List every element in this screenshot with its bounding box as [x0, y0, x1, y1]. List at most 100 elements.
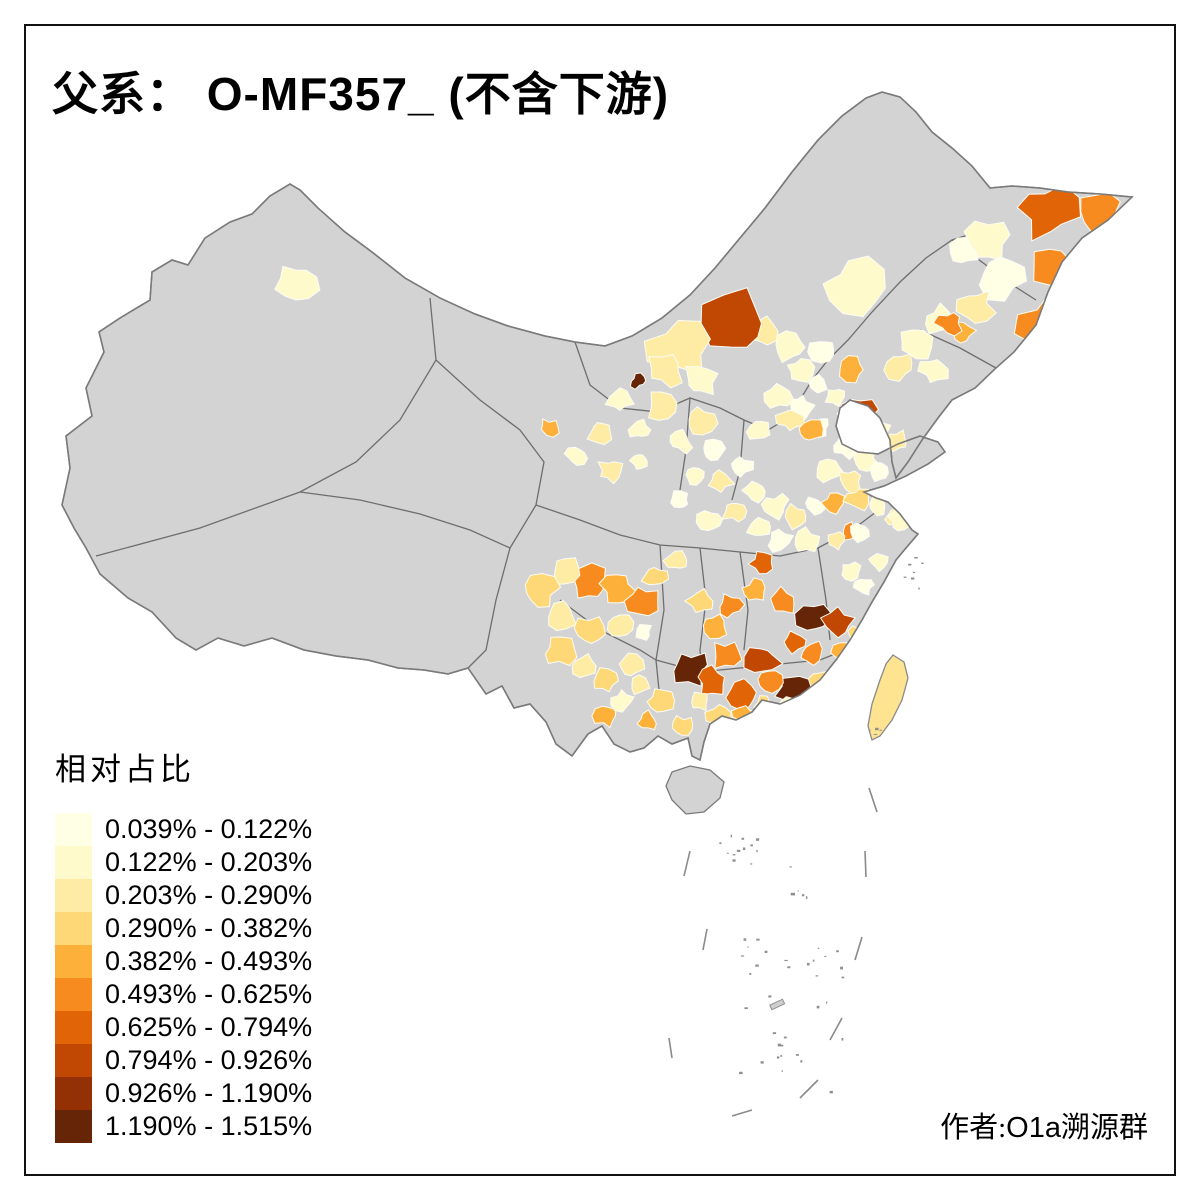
islet-speck	[742, 847, 746, 850]
islet-speck	[817, 947, 820, 949]
prefecture-region	[747, 550, 774, 575]
prefecture-region	[640, 566, 670, 586]
prefecture-region	[647, 391, 678, 421]
islet-speck	[732, 859, 736, 862]
prefecture-region	[869, 461, 889, 483]
islet-speck	[750, 863, 753, 865]
islet-speck	[741, 837, 745, 840]
legend-row: 1.190% - 1.515%	[55, 1110, 312, 1143]
prefecture-region	[563, 446, 589, 467]
islet-speck	[772, 1032, 777, 1035]
islet-speck	[911, 577, 915, 580]
islet-speck	[806, 962, 810, 966]
title-haplogroup: O-MF357_ (	[193, 68, 465, 120]
prefecture-region	[807, 671, 836, 693]
prefecture-region	[745, 420, 771, 440]
prefecture-region	[635, 623, 653, 641]
prefecture-region	[786, 357, 816, 383]
prefecture-region	[628, 454, 648, 470]
islet-speck	[784, 959, 788, 962]
prefecture-region	[544, 636, 578, 667]
prefecture-region	[1016, 183, 1082, 242]
prefecture-region	[593, 667, 620, 693]
prefecture-region	[1105, 219, 1132, 249]
prefecture-region	[591, 705, 617, 729]
islet-speck	[824, 955, 827, 957]
nine-dash-line	[668, 787, 878, 1117]
legend-range-label: 0.926% - 1.190%	[105, 1078, 313, 1108]
prefecture-region	[597, 461, 624, 485]
islet-speck	[736, 849, 739, 852]
islet-speck	[756, 850, 758, 853]
prefecture-region	[794, 603, 831, 631]
islet-speck	[829, 1090, 833, 1094]
islet-speck	[749, 973, 752, 975]
prefecture-region	[685, 467, 705, 486]
prefecture-region	[695, 510, 724, 532]
legend-range-label: 1.190% - 1.515%	[105, 1111, 313, 1141]
islet-speck	[769, 998, 786, 1011]
islet-speck	[756, 838, 760, 841]
prefecture-region	[707, 469, 736, 494]
islet-speck	[739, 1071, 743, 1075]
islet-speck	[737, 849, 741, 852]
islet-speck	[800, 1060, 803, 1063]
prefecture-region	[852, 578, 876, 596]
islet-speck	[921, 562, 924, 564]
prefecture-region	[827, 531, 846, 551]
islet-speck	[841, 1038, 844, 1041]
prefecture-region	[573, 616, 607, 645]
legend-row: 0.122% - 0.203%	[55, 846, 312, 879]
prefecture-region	[627, 418, 652, 438]
prefecture-region	[662, 550, 688, 569]
legend-swatch	[55, 1044, 92, 1077]
prefecture-region	[721, 502, 748, 523]
prefecture-region	[586, 421, 613, 446]
prefecture-region	[730, 455, 755, 478]
prefecture-region	[949, 236, 979, 264]
prefecture-region	[702, 613, 728, 640]
prefecture-region	[571, 652, 597, 679]
legend-range-label: 0.493% - 0.625%	[105, 979, 313, 1009]
prefecture-region	[783, 630, 807, 655]
prefecture-region	[784, 502, 807, 531]
legend-range-label: 0.039% - 0.122%	[105, 814, 313, 844]
islet-speck	[816, 1005, 820, 1009]
prefecture-region	[819, 605, 856, 639]
legend-row: 0.926% - 1.190%	[55, 1077, 312, 1110]
prefecture-region	[743, 647, 784, 674]
prefecture-region	[770, 585, 795, 614]
prefecture-region	[900, 329, 934, 360]
south-china-sea-islets	[719, 557, 924, 1094]
hainan-island	[665, 765, 725, 815]
legend-swatch	[55, 879, 92, 912]
islet-speck	[789, 866, 792, 868]
prefecture-region	[540, 418, 560, 438]
title-suffix-zh: 不含下游	[464, 69, 653, 120]
islet-speck	[815, 975, 819, 977]
islet-speck	[747, 946, 749, 948]
legend-title: 相对占比	[55, 752, 195, 787]
prefecture-region	[850, 522, 871, 544]
islet-speck	[812, 959, 815, 962]
islet-speck	[760, 1061, 764, 1064]
legend-range-label: 0.290% - 0.382%	[105, 913, 313, 943]
islet-speck	[750, 844, 753, 847]
prefecture-region	[703, 438, 727, 462]
prefecture-region	[629, 372, 647, 391]
islet-speck	[836, 950, 839, 953]
prefecture-region	[767, 528, 795, 553]
prefecture-region	[671, 715, 694, 736]
prefecture-region	[824, 388, 846, 408]
prefecture-region	[740, 480, 766, 504]
prefecture-region	[670, 490, 689, 509]
credit-author-label: 作者:	[940, 1112, 1007, 1144]
prefecture-region	[820, 492, 845, 516]
islet-speck	[903, 576, 907, 578]
islet-speck	[764, 950, 768, 953]
legend-row: 0.203% - 0.290%	[55, 879, 312, 912]
islet-speck	[793, 892, 795, 896]
islet-speck	[795, 1054, 799, 1056]
